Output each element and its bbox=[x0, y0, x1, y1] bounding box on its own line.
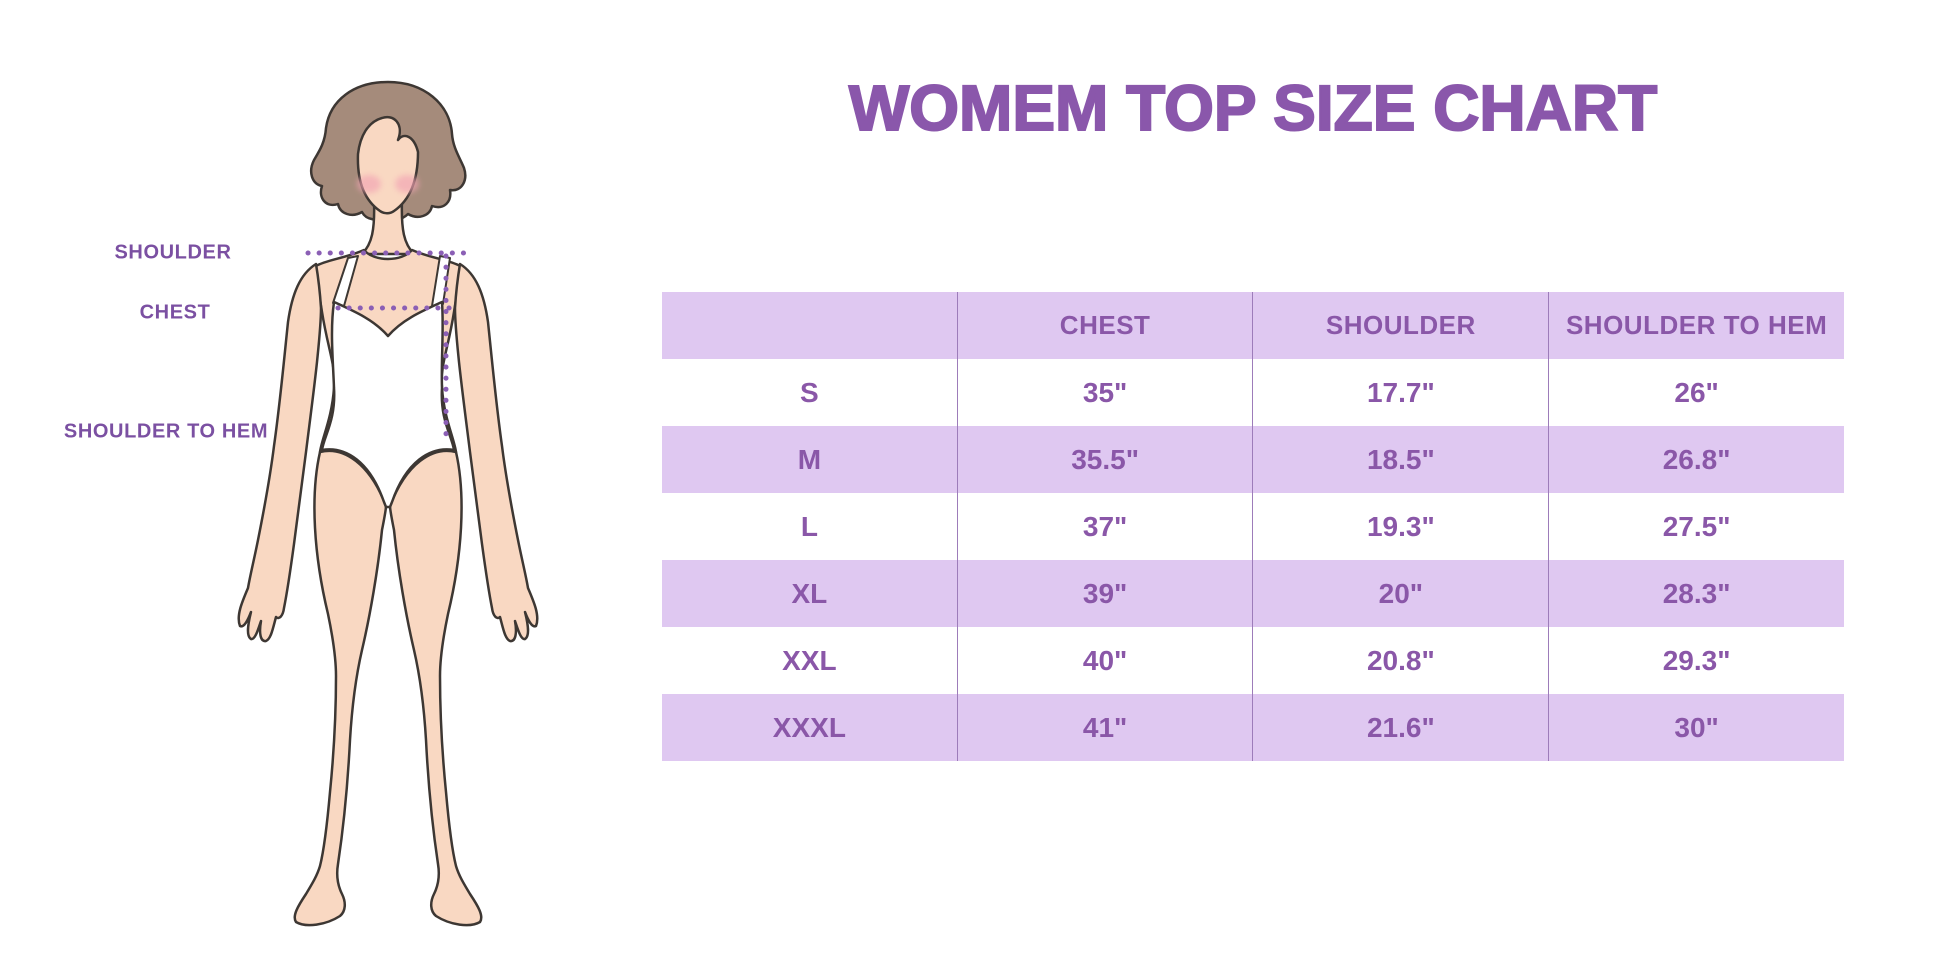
shoulder-to-hem-cell: 30" bbox=[1548, 694, 1844, 761]
table-row-xxxl: XXXL 41" 21.6" 30" bbox=[662, 694, 1844, 761]
woman-figure-illustration bbox=[237, 80, 539, 927]
shoulder-cell: 17.7" bbox=[1252, 359, 1549, 426]
right-blush bbox=[395, 175, 419, 193]
shoulder-cell: 18.5" bbox=[1252, 426, 1549, 493]
chest-cell: 39" bbox=[956, 560, 1253, 627]
chest-cell: 35" bbox=[956, 359, 1253, 426]
left-arm-shape bbox=[237, 262, 323, 643]
shoulder-cell: 19.3" bbox=[1252, 493, 1549, 560]
chest-cell: 41" bbox=[956, 694, 1253, 761]
size-cell: M bbox=[797, 443, 822, 475]
header-cell-chest: CHEST bbox=[956, 292, 1253, 359]
shoulder-to-hem-cell: 28.3" bbox=[1548, 560, 1844, 627]
header-cell-shoulder-to-hem: SHOULDER TO HEM bbox=[1548, 292, 1844, 359]
table-row-l: L 37" 19.3" 27.5" bbox=[662, 493, 1844, 560]
right-leg-shape bbox=[388, 449, 483, 927]
table-row-xxl: XXL 40" 20.8" 29.3" bbox=[662, 627, 1844, 694]
shoulder-to-hem-cell: 26.8" bbox=[1548, 426, 1844, 493]
table-row-xl: XL 39" 20" 28.3" bbox=[662, 560, 1844, 627]
size-table: CHEST SHOULDER SHOULDER TO HEM S 35" 17.… bbox=[662, 292, 1844, 761]
header-cell-shoulder: SHOULDER bbox=[1252, 292, 1549, 359]
shoulder-cell: 21.6" bbox=[1252, 694, 1549, 761]
size-cell: XXXL bbox=[772, 711, 846, 743]
label-shoulder-to-hem: SHOULDER TO HEM bbox=[63, 420, 269, 443]
table-row-s: S 35" 17.7" 26" bbox=[662, 359, 1844, 426]
shoulder-to-hem-cell: 27.5" bbox=[1548, 493, 1844, 560]
left-blush bbox=[357, 175, 381, 193]
shoulder-to-hem-cell: 26" bbox=[1548, 359, 1844, 426]
size-cell: S bbox=[800, 376, 819, 408]
chest-cell: 40" bbox=[956, 627, 1253, 694]
label-shoulder: SHOULDER bbox=[114, 241, 232, 264]
chest-cell: 37" bbox=[956, 493, 1253, 560]
label-chest: CHEST bbox=[139, 301, 211, 324]
shoulder-to-hem-cell: 29.3" bbox=[1548, 627, 1844, 694]
table-header-row: CHEST SHOULDER SHOULDER TO HEM bbox=[662, 292, 1844, 359]
camisole-bodice bbox=[320, 300, 456, 509]
size-cell: XXL bbox=[782, 644, 837, 676]
chest-cell: 35.5" bbox=[956, 426, 1253, 493]
right-arm-shape bbox=[453, 262, 539, 643]
size-cell: L bbox=[800, 510, 818, 542]
size-cell: XL bbox=[791, 577, 828, 609]
header-cell-size bbox=[662, 292, 957, 359]
table-row-m: M 35.5" 18.5" 26.8" bbox=[662, 426, 1844, 493]
page-title: WOMEM TOP SIZE CHART bbox=[848, 71, 1658, 145]
shoulder-cell: 20.8" bbox=[1252, 627, 1549, 694]
shoulder-cell: 20" bbox=[1252, 560, 1549, 627]
left-leg-shape bbox=[293, 449, 388, 927]
